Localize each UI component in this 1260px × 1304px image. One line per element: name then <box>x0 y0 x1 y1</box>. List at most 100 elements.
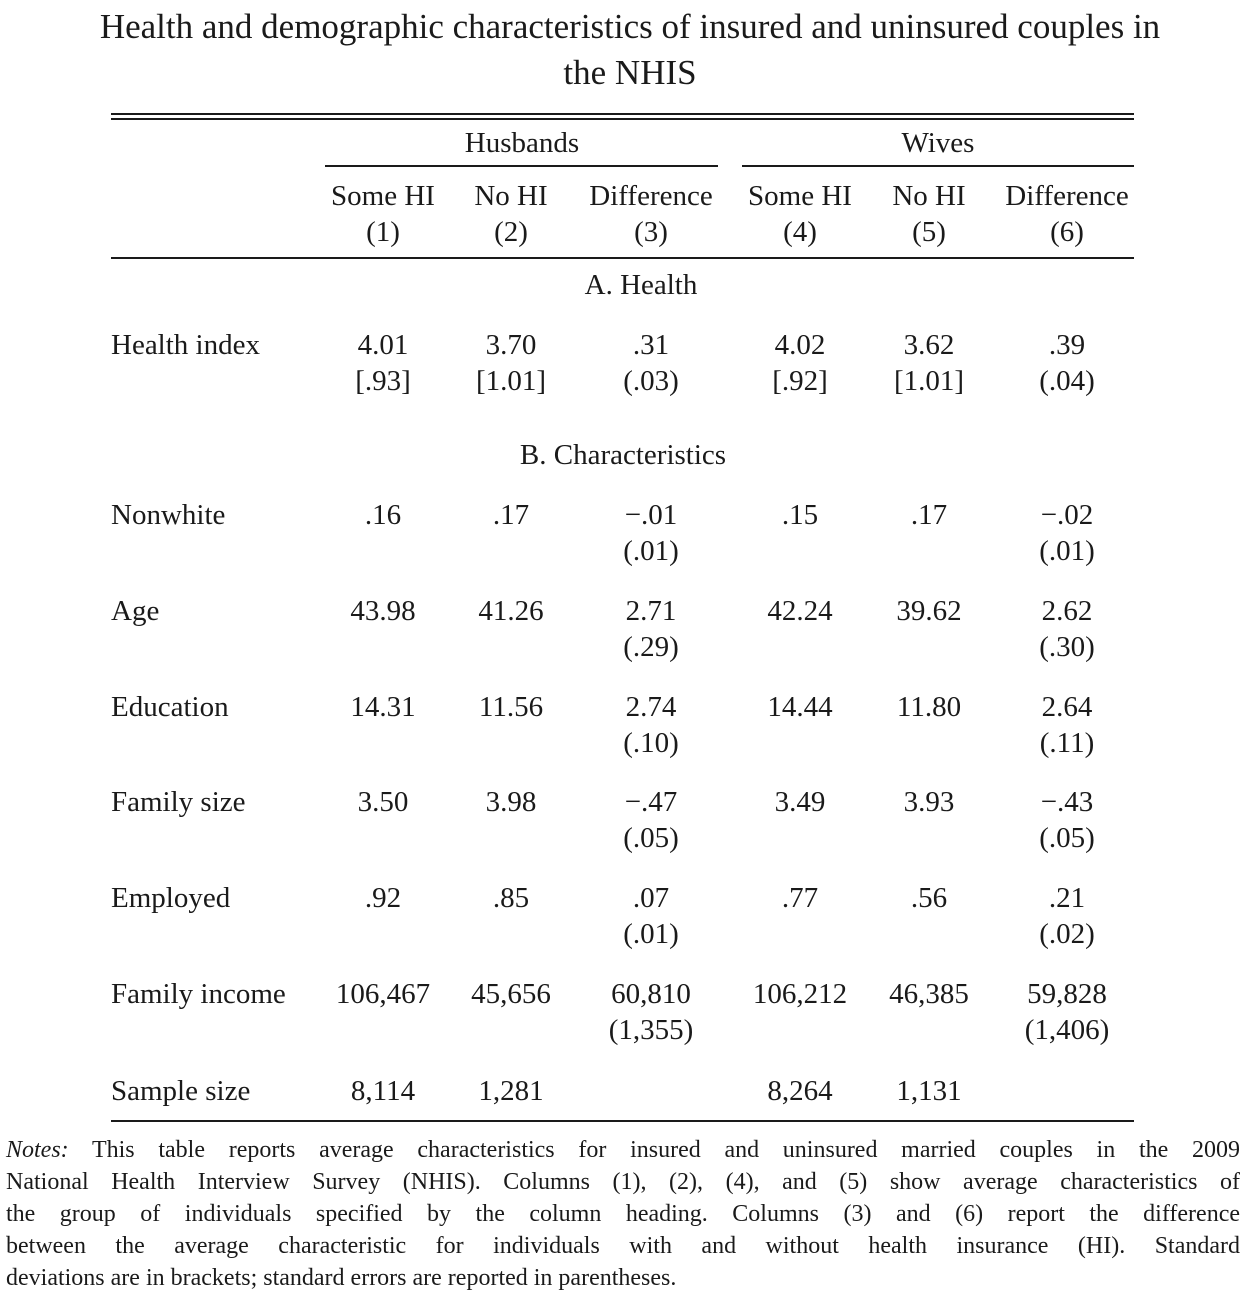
bottom-rule <box>111 1120 1134 1122</box>
table-cell-value: 2.71 <box>625 595 677 627</box>
table-cell-value: 106,467 <box>335 978 431 1010</box>
header-rule <box>111 257 1134 259</box>
table-cell-sub: [.93] <box>355 365 411 397</box>
table-cell-value: 41.26 <box>478 595 544 627</box>
table-cell-sub: (.04) <box>1039 365 1095 397</box>
table-cell-sub: (1,406) <box>1024 1014 1110 1046</box>
table-cell-sub: (.05) <box>623 822 679 854</box>
table-cell-value: 3.49 <box>774 786 826 818</box>
notes-line-1: Notes: This table reports average charac… <box>6 1134 1240 1166</box>
table-cell-value: 106,212 <box>752 978 848 1010</box>
column-header-number: (5) <box>912 216 946 248</box>
table-cell-value: −.43 <box>1040 786 1094 818</box>
title-line-1: Health and demographic characteristics o… <box>99 7 1161 46</box>
table-cell-value: 60,810 <box>611 978 691 1010</box>
row-label: Nonwhite <box>111 499 226 531</box>
table-cell-sub: (.30) <box>1039 631 1095 663</box>
column-header-label: No HI <box>474 180 548 212</box>
table-cell-sub: (.11) <box>1039 727 1095 759</box>
table-cell-value: −.02 <box>1040 499 1094 531</box>
table-cell-value: 11.56 <box>478 691 544 723</box>
table-cell-sub: (1,355) <box>608 1014 694 1046</box>
table-cell-value: .15 <box>781 499 819 531</box>
table-cell-value: 2.64 <box>1041 691 1093 723</box>
column-header-number: (1) <box>366 216 400 248</box>
table-cell-value: .07 <box>632 882 670 914</box>
panel-b-heading: B. Characteristics <box>519 439 727 471</box>
column-header-number: (2) <box>494 216 528 248</box>
table-cell-sub: [.92] <box>772 365 828 397</box>
table-title: Health and demographic characteristics o… <box>0 4 1260 96</box>
table-cell-value: 4.02 <box>774 329 826 361</box>
row-label: Family size <box>111 786 246 818</box>
panel-a-heading: A. Health <box>584 269 698 301</box>
table-cell-value: 3.70 <box>485 329 537 361</box>
table-cell-value: .31 <box>632 329 670 361</box>
table-cell-value: −.01 <box>624 499 678 531</box>
group-header-wives: Wives <box>901 127 975 159</box>
column-header-label: Difference <box>1005 180 1129 212</box>
table-cell-value: 59,828 <box>1027 978 1107 1010</box>
table-cell-value: .16 <box>364 499 402 531</box>
column-header-number: (6) <box>1050 216 1084 248</box>
table-cell-sub: (.02) <box>1039 918 1095 950</box>
row-label: Family income <box>111 978 286 1010</box>
table-cell-value: 2.62 <box>1041 595 1093 627</box>
column-header-number: (4) <box>783 216 817 248</box>
table-cell-value: 2.74 <box>625 691 677 723</box>
table-cell-value: 3.98 <box>485 786 537 818</box>
notes-line-4: between the average characteristic for i… <box>6 1233 1240 1259</box>
table-cell-value: 3.93 <box>903 786 955 818</box>
table-cell-value: 43.98 <box>350 595 416 627</box>
notes-line-5: deviations are in brackets; standard err… <box>6 1265 677 1291</box>
table-cell-value: 4.01 <box>357 329 409 361</box>
table-cell-value: 39.62 <box>896 595 962 627</box>
table-cell-sub: [1.01] <box>475 365 547 397</box>
table-cell-value: .85 <box>492 882 530 914</box>
table-cell-value: 42.24 <box>767 595 833 627</box>
table-cell-value: .17 <box>910 499 948 531</box>
table-cell-value: 11.80 <box>896 691 962 723</box>
table-cell-sub: (.29) <box>623 631 679 663</box>
notes-text-1: This table reports average characteristi… <box>68 1137 1240 1163</box>
table-cell-sub: (.01) <box>623 535 679 567</box>
column-header-label: No HI <box>892 180 966 212</box>
notes-line-2: National Health Interview Survey (NHIS).… <box>6 1169 1240 1195</box>
table-notes: Notes: This table reports average charac… <box>6 1134 1240 1294</box>
table-cell-sub: (.10) <box>623 727 679 759</box>
table-cell-value: .92 <box>364 882 402 914</box>
row-label: Sample size <box>111 1075 251 1107</box>
group-header-husbands: Husbands <box>464 127 580 159</box>
table-cell-value: .77 <box>781 882 819 914</box>
row-label: Employed <box>111 882 231 914</box>
table-cell-value: 45,656 <box>471 978 551 1010</box>
table-cell-sub: (.03) <box>623 365 679 397</box>
table-cell-value: .56 <box>910 882 948 914</box>
notes-line-3: the group of individuals specified by th… <box>6 1201 1240 1227</box>
row-label: Education <box>111 691 229 723</box>
table-cell-value: −.47 <box>624 786 678 818</box>
top-rule-1 <box>111 113 1134 115</box>
table-cell-value: .39 <box>1048 329 1086 361</box>
title-line-2: the NHIS <box>563 53 697 92</box>
table-cell-sub: (.05) <box>1039 822 1095 854</box>
table-cell-value: 1,281 <box>478 1075 544 1107</box>
table-cell-sub: (.01) <box>623 918 679 950</box>
row-label: Age <box>111 595 160 627</box>
column-header-number: (3) <box>634 216 668 248</box>
table-cell-value: 8,114 <box>350 1075 416 1107</box>
table-cell-value: 3.50 <box>357 786 409 818</box>
top-rule-2 <box>111 118 1134 120</box>
table-cell-sub: [1.01] <box>893 365 965 397</box>
column-header-label: Some HI <box>331 180 435 212</box>
table-cell-value: 8,264 <box>767 1075 833 1107</box>
table-cell-value: 14.44 <box>767 691 833 723</box>
table-cell-sub: (.01) <box>1039 535 1095 567</box>
table-cell-value: 46,385 <box>889 978 969 1010</box>
column-header-label: Some HI <box>748 180 852 212</box>
wives-group-rule <box>742 165 1134 167</box>
table-cell-value: 3.62 <box>903 329 955 361</box>
husbands-group-rule <box>325 165 718 167</box>
table-cell-value: .17 <box>492 499 530 531</box>
table-cell-value: .21 <box>1048 882 1086 914</box>
